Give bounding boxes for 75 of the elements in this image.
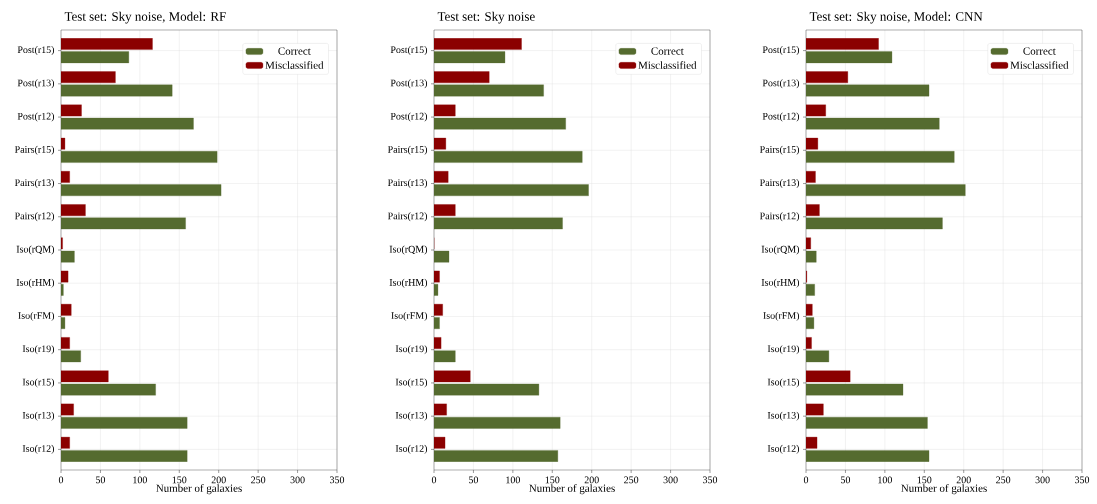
y-tick-label: Iso(r13) [22, 411, 55, 421]
y-tick-label: Pairs(r12) [759, 212, 800, 222]
y-tick-label: Iso(rQM) [16, 245, 55, 255]
y-tick-label: Iso(r15) [22, 378, 55, 388]
y-tick-label: Iso(r19) [395, 345, 428, 355]
x-tick-label: 0 [58, 476, 64, 484]
x-tick-label: 0 [431, 476, 437, 484]
y-tick-label: Iso(rFM) [18, 311, 55, 321]
chart-title: Test set: Sky noise [437, 11, 535, 24]
legend-label: Misclassified [1010, 61, 1069, 69]
x-tick-label: 350 [330, 476, 345, 484]
y-tick-label: Iso(r12) [22, 444, 55, 454]
y-tick-label: Pairs(r15) [14, 145, 55, 155]
y-tick-label: Iso(r19) [22, 345, 55, 355]
x-tick-label: 200 [584, 476, 599, 484]
y-tick-label: Post(r13) [390, 79, 428, 89]
y-tick-label: Iso(rQM) [389, 245, 428, 255]
legend-label: Correct [651, 47, 684, 55]
x-tick-label: 50 [841, 476, 851, 484]
x-tick-label: 350 [1075, 476, 1090, 484]
legend-label: Correct [1023, 47, 1056, 55]
y-tick-label: Post(r15) [390, 46, 428, 56]
x-tick-label: 150 [545, 476, 560, 484]
y-tick-label: Iso(rFM) [763, 311, 800, 321]
y-tick-label: Pairs(r12) [387, 212, 428, 222]
y-tick-label: Iso(r13) [767, 411, 800, 421]
y-tick-label: Iso(rHM) [389, 278, 428, 288]
y-tick-label: Iso(r13) [395, 411, 428, 421]
y-tick-label: Iso(r12) [767, 444, 800, 454]
chart-title: Test set: Sky noise, Model: RF [64, 11, 226, 24]
y-tick-label: Pairs(r15) [387, 145, 428, 155]
x-tick-label: 300 [663, 476, 678, 484]
chart-title: Test set: Sky noise, Model: CNN [809, 11, 983, 24]
y-tick-label: Post(r15) [762, 46, 800, 56]
legend-label: Misclassified [265, 61, 324, 69]
x-tick-label: 200 [211, 476, 226, 484]
y-tick-label: Iso(rHM) [16, 278, 55, 288]
y-tick-label: Post(r13) [17, 79, 55, 89]
x-tick-label: 250 [996, 476, 1011, 484]
x-tick-label: 350 [703, 476, 718, 484]
y-tick-label: Pairs(r13) [759, 179, 800, 189]
x-tick-label: 250 [251, 476, 266, 484]
x-tick-label: 100 [133, 476, 147, 484]
legend-label: Correct [278, 47, 311, 55]
y-tick-label: Iso(r15) [767, 378, 800, 388]
y-tick-label: Iso(r12) [395, 444, 428, 454]
x-tick-label: 100 [878, 476, 892, 484]
x-axis-title: Number of galaxies [156, 484, 242, 495]
y-tick-label: Iso(rHM) [761, 278, 800, 288]
x-tick-label: 0 [803, 476, 809, 484]
y-tick-label: Pairs(r12) [14, 212, 55, 222]
x-tick-label: 250 [624, 476, 639, 484]
x-axis-title: Number of galaxies [529, 484, 615, 495]
y-tick-label: Iso(rQM) [761, 245, 800, 255]
y-tick-label: Iso(rFM) [391, 311, 428, 321]
y-tick-label: Post(r12) [390, 112, 428, 122]
y-tick-label: Post(r12) [762, 112, 800, 122]
y-tick-label: Post(r13) [762, 79, 800, 89]
x-tick-label: 50 [96, 476, 106, 484]
x-tick-label: 300 [290, 476, 305, 484]
y-tick-label: Post(r12) [17, 112, 55, 122]
y-tick-label: Post(r15) [17, 46, 55, 56]
y-tick-label: Pairs(r13) [387, 179, 428, 189]
x-tick-label: 100 [506, 476, 520, 484]
x-tick-label: 200 [956, 476, 971, 484]
x-tick-label: 300 [1035, 476, 1050, 484]
y-tick-label: Iso(r15) [395, 378, 428, 388]
y-tick-label: Pairs(r13) [14, 179, 55, 189]
x-tick-label: 150 [917, 476, 932, 484]
legend-label: Misclassified [638, 61, 697, 69]
y-tick-label: Pairs(r15) [759, 145, 800, 155]
y-tick-label: Iso(r19) [767, 345, 800, 355]
x-tick-label: 150 [172, 476, 187, 484]
x-tick-label: 50 [469, 476, 479, 484]
x-axis-title: Number of galaxies [901, 484, 987, 495]
